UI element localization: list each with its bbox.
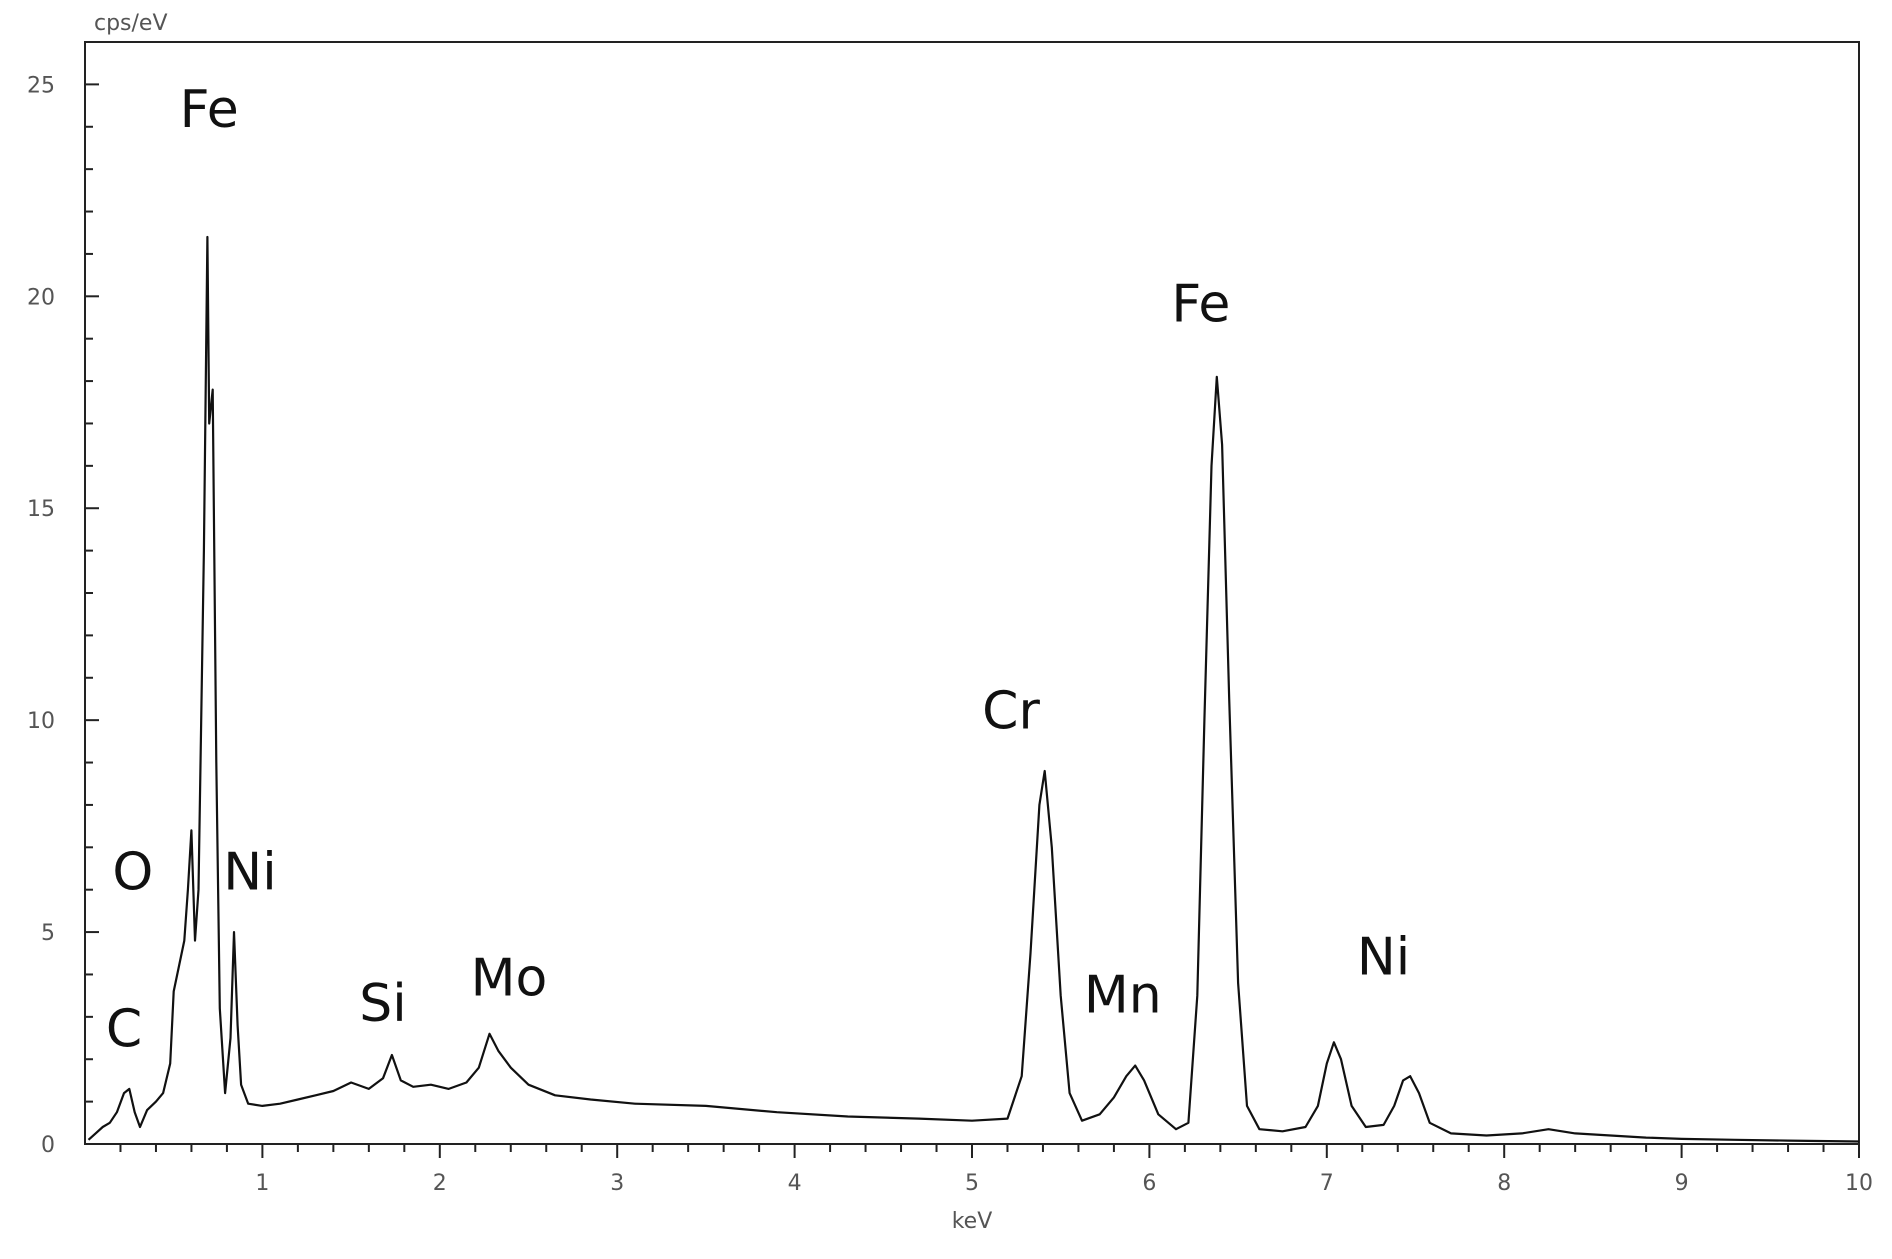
x-axis-title: keV (952, 1209, 993, 1234)
peak-label: Ni (1357, 927, 1410, 987)
y-tick-label: 20 (27, 285, 55, 310)
peak-label: O (112, 843, 153, 903)
peak-label: Fe (1171, 275, 1230, 335)
x-tick-label: 2 (433, 1171, 447, 1196)
peak-label: Cr (982, 682, 1040, 742)
x-tick-label: 10 (1845, 1171, 1873, 1196)
y-tick-label: 15 (27, 497, 55, 522)
x-tick-label: 3 (610, 1171, 624, 1196)
x-tick-label: 8 (1497, 1171, 1511, 1196)
peak-label: Ni (223, 843, 276, 903)
x-tick-label: 7 (1320, 1171, 1334, 1196)
y-tick-label: 5 (41, 921, 55, 946)
spectrum-series-line (87, 235, 1860, 1143)
peak-label: Si (359, 974, 406, 1034)
x-tick-label: 4 (788, 1171, 802, 1196)
x-tick-label: 1 (255, 1171, 269, 1196)
y-axis-title: cps/eV (94, 11, 168, 36)
peak-label: Mn (1084, 966, 1162, 1026)
y-tick-label: 25 (27, 73, 55, 98)
x-tick-label: 5 (965, 1171, 979, 1196)
y-tick-label: 0 (41, 1133, 55, 1158)
x-axis-ticks: 1 2 3 4 5 6 7 8 9 10 (119, 1144, 1873, 1196)
peak-label: C (106, 1000, 142, 1060)
peak-annotations: Fe O Ni C Si Mo Cr Mn Fe Ni (106, 80, 1410, 1060)
y-tick-label: 10 (27, 709, 55, 734)
x-tick-label: 6 (1142, 1171, 1156, 1196)
plot-frame (84, 41, 1860, 1145)
peak-label: Mo (471, 949, 548, 1009)
x-tick-label: 9 (1675, 1171, 1689, 1196)
y-axis-ticks: 0 5 10 15 20 25 (27, 41, 99, 1158)
peak-label: Fe (180, 80, 239, 140)
